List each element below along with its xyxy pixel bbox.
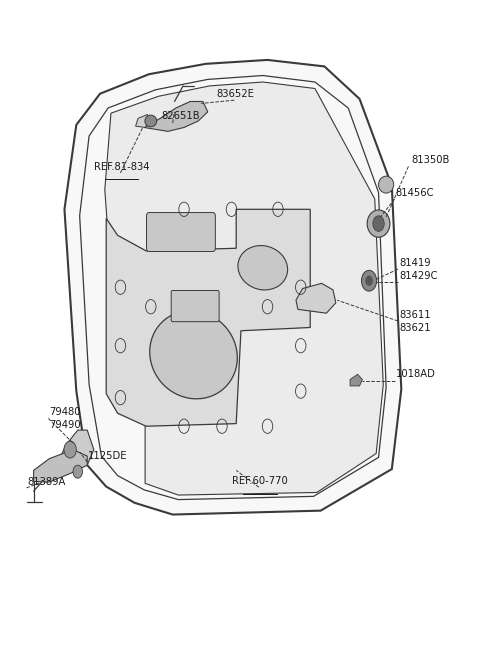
Text: 81419: 81419 bbox=[399, 258, 431, 268]
Text: 1018AD: 1018AD bbox=[396, 369, 435, 379]
Text: 81456C: 81456C bbox=[396, 187, 434, 198]
Text: 81350B: 81350B bbox=[412, 155, 450, 165]
Polygon shape bbox=[106, 210, 310, 426]
Ellipse shape bbox=[150, 310, 237, 399]
Circle shape bbox=[365, 276, 373, 286]
Text: 82651B: 82651B bbox=[161, 111, 200, 121]
Text: REF.81-834: REF.81-834 bbox=[94, 162, 149, 172]
Polygon shape bbox=[105, 82, 384, 495]
Polygon shape bbox=[57, 430, 94, 465]
Circle shape bbox=[373, 215, 384, 231]
Text: REF.60-770: REF.60-770 bbox=[232, 476, 288, 486]
Polygon shape bbox=[350, 374, 362, 386]
Circle shape bbox=[64, 441, 76, 458]
Text: 79490: 79490 bbox=[49, 420, 81, 430]
Ellipse shape bbox=[367, 210, 390, 237]
Ellipse shape bbox=[379, 176, 394, 193]
Text: 81429C: 81429C bbox=[399, 271, 437, 281]
Polygon shape bbox=[296, 284, 336, 313]
Text: 79480: 79480 bbox=[49, 407, 81, 417]
Ellipse shape bbox=[238, 246, 288, 290]
Text: 81389A: 81389A bbox=[27, 477, 66, 487]
Polygon shape bbox=[144, 102, 208, 132]
Polygon shape bbox=[64, 60, 401, 515]
Circle shape bbox=[361, 271, 377, 291]
FancyBboxPatch shape bbox=[146, 213, 216, 252]
Text: 83621: 83621 bbox=[399, 323, 431, 333]
FancyBboxPatch shape bbox=[171, 290, 219, 322]
Text: 83652E: 83652E bbox=[216, 89, 254, 99]
Polygon shape bbox=[136, 115, 150, 128]
Polygon shape bbox=[34, 449, 87, 482]
Text: 1125DE: 1125DE bbox=[88, 451, 128, 460]
Circle shape bbox=[73, 465, 83, 478]
Text: 83611: 83611 bbox=[399, 310, 431, 320]
Ellipse shape bbox=[145, 115, 157, 127]
